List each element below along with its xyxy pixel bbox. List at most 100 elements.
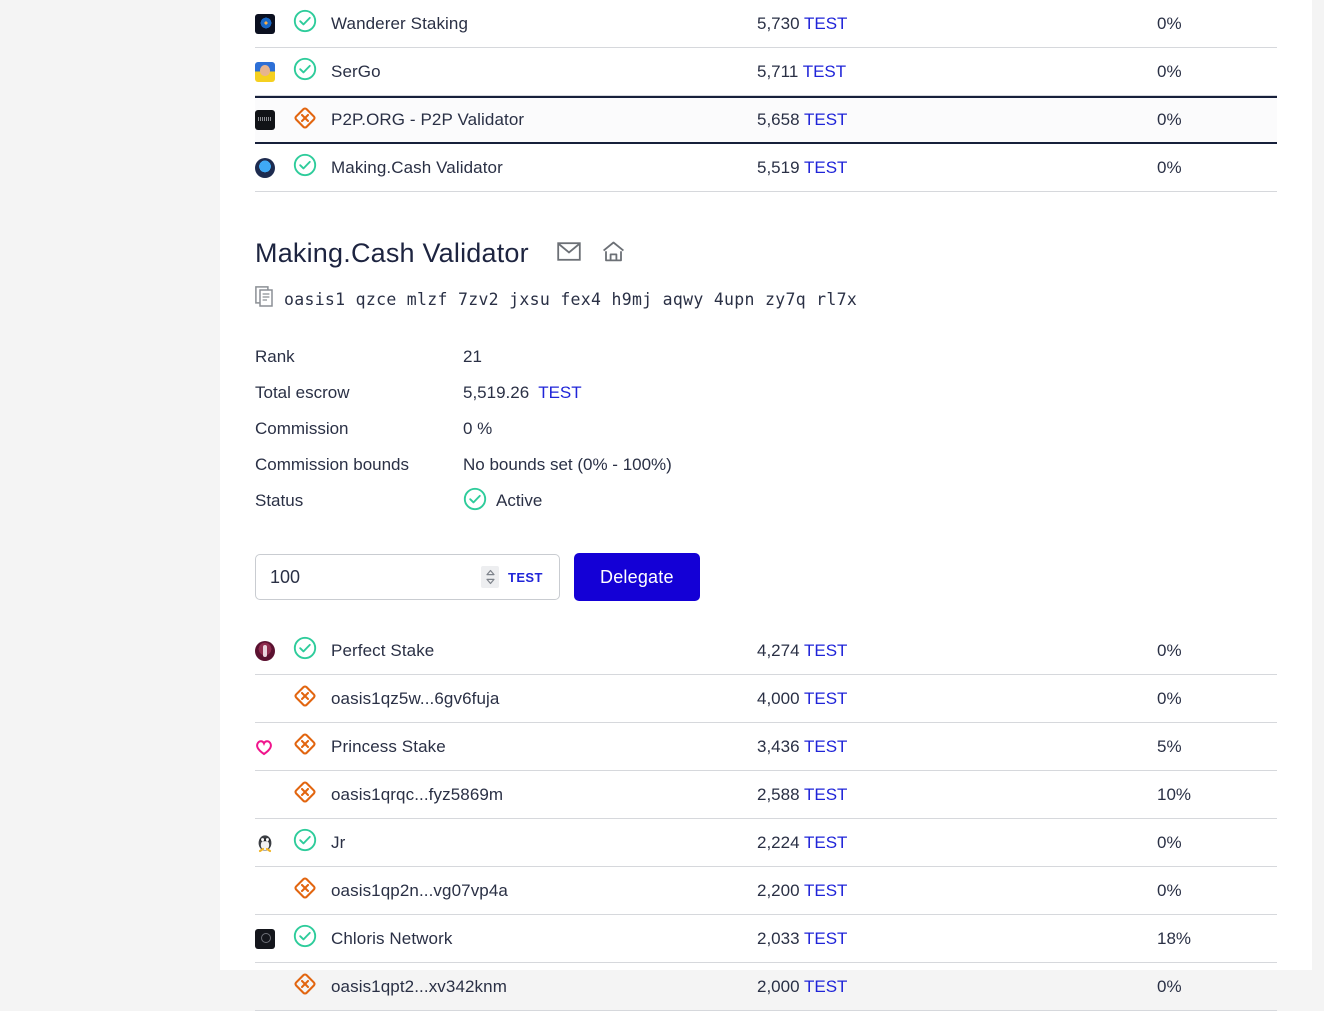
table-row[interactable]: oasis1qp2n...vg07vp4a 2,200 TEST 0% xyxy=(255,867,1277,915)
amount-unit-label: TEST xyxy=(508,569,543,585)
fact-value-text: 0 % xyxy=(463,419,493,438)
row-fee: 0% xyxy=(1157,61,1182,81)
fact-label: Rank xyxy=(255,347,295,366)
row-escrow: 4,000 TEST xyxy=(757,688,848,708)
table-row[interactable]: Princess Stake 3,436 TEST 5% xyxy=(255,723,1277,771)
status-inactive-icon xyxy=(293,106,317,135)
table-row[interactable]: Wanderer Staking 5,730 TEST 0% xyxy=(255,0,1277,48)
validator-address-row[interactable]: oasis1 qzce mlzf 7zv2 jxsu fex4 h9mj aqw… xyxy=(255,286,1277,312)
row-status-cell xyxy=(293,153,331,182)
row-status-cell xyxy=(293,828,331,857)
fact-value-text: Active xyxy=(496,491,543,510)
home-icon[interactable] xyxy=(602,241,625,267)
status-inactive-icon xyxy=(293,876,317,905)
fact-row: Commission 0 % xyxy=(255,411,1277,447)
status-active-icon xyxy=(293,9,317,38)
perfect-stake-avatar xyxy=(255,640,275,661)
row-validator-name[interactable]: SerGo xyxy=(331,61,381,81)
fact-value: Active xyxy=(463,487,542,516)
validator-detail-panel: Making.Cash Validator xyxy=(220,238,1312,601)
status-active-icon xyxy=(293,57,317,86)
table-row[interactable]: P2P.ORG - P2P Validator 5,658 TEST 0% xyxy=(255,96,1277,144)
row-escrow-unit: TEST xyxy=(803,928,848,948)
wanderer-avatar xyxy=(255,13,275,34)
row-fee: 0% xyxy=(1157,110,1182,129)
fact-value-text: 5,519.26 xyxy=(463,383,530,402)
row-validator-name[interactable]: oasis1qp2n...vg07vp4a xyxy=(331,880,508,900)
fact-value: 0 % xyxy=(463,419,492,439)
stepper-arrows-icon[interactable] xyxy=(481,566,499,588)
row-avatar-cell xyxy=(255,13,293,34)
validator-table-top: Wanderer Staking 5,730 TEST 0% SerGo 5,711 T… xyxy=(220,0,1312,192)
fact-value: No bounds set (0% - 100%) xyxy=(463,455,672,475)
row-escrow: 2,033 TEST xyxy=(757,928,848,948)
row-avatar-cell xyxy=(255,110,293,130)
validator-address: oasis1 qzce mlzf 7zv2 jxsu fex4 h9mj aqw… xyxy=(284,289,858,309)
row-fee: 18% xyxy=(1157,928,1192,948)
table-row[interactable]: Perfect Stake 4,274 TEST 0% xyxy=(255,627,1277,675)
row-validator-name[interactable]: P2P.ORG - P2P Validator xyxy=(331,110,525,129)
row-validator-name[interactable]: Princess Stake xyxy=(331,736,446,756)
row-validator-name[interactable]: Wanderer Staking xyxy=(331,13,469,33)
table-row[interactable]: Chloris Network 2,033 TEST 18% xyxy=(255,915,1277,963)
row-avatar-cell xyxy=(255,738,293,756)
delegate-button[interactable]: Delegate xyxy=(574,553,700,601)
amount-input-wrapper[interactable]: TEST xyxy=(255,554,560,600)
row-escrow-unit: TEST xyxy=(803,976,848,996)
row-validator-name[interactable]: Perfect Stake xyxy=(331,640,435,660)
fact-row: Total escrow 5,519.26 TEST xyxy=(255,375,1277,411)
status-inactive-icon xyxy=(293,972,317,1001)
row-status-cell xyxy=(293,876,331,905)
row-escrow-unit: TEST xyxy=(803,640,848,660)
row-status-cell xyxy=(293,732,331,761)
delegate-form: TEST Delegate xyxy=(255,553,1277,601)
row-escrow: 3,436 TEST xyxy=(757,736,848,756)
page-root: Wanderer Staking 5,730 TEST 0% SerGo 5,711 T… xyxy=(220,0,1324,1011)
row-avatar-cell xyxy=(255,640,293,661)
row-fee: 10% xyxy=(1157,784,1192,804)
row-escrow: 2,200 TEST xyxy=(757,880,848,900)
status-inactive-icon xyxy=(293,780,317,809)
status-active-icon xyxy=(463,487,487,516)
amount-input[interactable] xyxy=(256,555,481,599)
row-avatar-cell xyxy=(255,157,293,178)
fact-row: Commission bounds No bounds set (0% - 100… xyxy=(255,447,1277,483)
row-status-cell xyxy=(293,684,331,713)
row-validator-name[interactable]: oasis1qpt2...xv342knm xyxy=(331,976,507,996)
row-validator-name[interactable]: oasis1qrqc...fyz5869m xyxy=(331,784,504,804)
right-gutter xyxy=(1312,0,1324,970)
page-title: Making.Cash Validator xyxy=(255,238,529,268)
fact-value-unit: TEST xyxy=(538,383,582,402)
row-avatar-cell xyxy=(255,928,293,949)
table-row[interactable]: Jr 2,224 TEST 0% xyxy=(255,819,1277,867)
row-status-cell xyxy=(293,780,331,809)
status-inactive-icon xyxy=(293,684,317,713)
table-row[interactable]: oasis1qrqc...fyz5869m 2,588 TEST 10% xyxy=(255,771,1277,819)
row-validator-name[interactable]: oasis1qz5w...6gv6fuja xyxy=(331,688,500,708)
status-active-icon xyxy=(293,828,317,857)
row-validator-name[interactable]: Chloris Network xyxy=(331,928,453,948)
copy-document-icon[interactable] xyxy=(255,286,274,312)
row-fee: 0% xyxy=(1157,832,1182,852)
row-validator-name[interactable]: Jr xyxy=(331,832,346,852)
row-escrow-unit: TEST xyxy=(803,880,848,900)
fact-value-text: 21 xyxy=(463,347,482,366)
row-validator-name[interactable]: Making.Cash Validator xyxy=(331,157,503,177)
table-row[interactable]: oasis1qpt2...xv342knm 2,000 TEST 0% xyxy=(255,963,1277,1011)
makingcash-avatar xyxy=(255,157,275,178)
table-row[interactable]: Making.Cash Validator 5,519 TEST 0% xyxy=(255,144,1277,192)
row-escrow-unit: TEST xyxy=(803,784,848,804)
detail-header-icons xyxy=(557,241,625,267)
detail-header: Making.Cash Validator xyxy=(255,238,1277,269)
fact-value-text: No bounds set (0% - 100%) xyxy=(463,455,672,474)
content-card: Wanderer Staking 5,730 TEST 0% SerGo 5,711 T… xyxy=(220,0,1312,1011)
row-status-cell xyxy=(293,636,331,665)
table-row[interactable]: oasis1qz5w...6gv6fuja 4,000 TEST 0% xyxy=(255,675,1277,723)
mail-icon[interactable] xyxy=(557,241,581,266)
row-status-cell xyxy=(293,106,331,135)
status-inactive-icon xyxy=(293,732,317,761)
row-fee: 0% xyxy=(1157,688,1182,708)
table-row[interactable]: SerGo 5,711 TEST 0% xyxy=(255,48,1277,96)
p2porg-avatar xyxy=(255,110,275,130)
sergo-avatar xyxy=(255,61,275,82)
